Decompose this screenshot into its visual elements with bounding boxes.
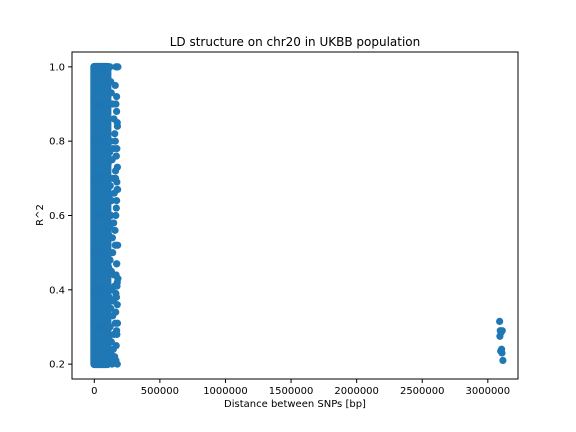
y-tick-label: 0.8 — [49, 137, 65, 148]
scatter-point — [103, 100, 110, 107]
scatter-point — [113, 260, 120, 267]
scatter-point — [112, 175, 119, 182]
scatter-point — [113, 93, 120, 100]
scatter-point — [113, 283, 120, 290]
y-axis-label: R^2 — [35, 204, 46, 226]
scatter-point — [112, 138, 119, 145]
scatter-point — [113, 145, 120, 152]
x-tick-label: 1500000 — [269, 386, 314, 397]
scatter-point — [106, 256, 113, 263]
x-tick-label: 2500000 — [400, 386, 445, 397]
scatter-point — [499, 357, 506, 364]
y-tick-label: 0.6 — [49, 211, 65, 222]
scatter-point — [114, 320, 121, 327]
scatter-point — [113, 152, 120, 159]
y-axis-ticks: 0.2 0.4 0.6 0.8 1.0 — [49, 62, 72, 370]
y-tick-label: 0.2 — [49, 360, 65, 371]
plot-area: 0 500000 1000000 1500000 2000000 2500000 30000… — [49, 52, 518, 397]
x-axis-label: Distance between SNPs [bp] — [224, 399, 366, 410]
scatter-point — [113, 108, 120, 115]
x-tick-label: 0 — [91, 386, 97, 397]
scatter-point — [110, 219, 117, 226]
plot-frame — [72, 52, 518, 379]
scatter-point — [111, 130, 118, 137]
scatter-point — [112, 212, 119, 219]
scatter-point — [113, 204, 120, 211]
scatter-point — [112, 100, 119, 107]
x-tick-label: 3000000 — [466, 386, 511, 397]
scatter-point — [496, 333, 503, 340]
scatter-point — [114, 242, 121, 249]
scatter-point — [109, 249, 116, 256]
y-tick-label: 1.0 — [49, 62, 65, 73]
x-tick-label: 1000000 — [203, 386, 248, 397]
scatter-point — [112, 309, 119, 316]
scatter-point — [114, 164, 121, 171]
scatter-point — [112, 271, 119, 278]
x-tick-label: 500000 — [141, 386, 179, 397]
scatter-point — [114, 186, 121, 193]
scatter-point — [114, 119, 121, 126]
scatter-point — [114, 361, 121, 368]
scatter-point — [103, 175, 110, 182]
x-axis-ticks: 0 500000 1000000 1500000 2000000 2500000 30000… — [91, 379, 510, 397]
scatter-point — [498, 349, 505, 356]
x-tick-label: 2000000 — [334, 386, 379, 397]
scatter-point — [103, 249, 110, 256]
scatter-point — [113, 294, 120, 301]
scatter-point — [113, 331, 120, 338]
chart-title: LD structure on chr20 in UKBB population — [170, 35, 421, 49]
scatter-point — [112, 82, 119, 89]
scatter-point — [107, 182, 114, 189]
scatter-point — [496, 318, 503, 325]
scatter-point — [114, 301, 121, 308]
scatter-point — [113, 197, 120, 204]
scatter-point — [111, 227, 118, 234]
scatter-point — [113, 342, 120, 349]
y-tick-label: 0.4 — [49, 285, 65, 296]
scatter-point — [109, 234, 116, 241]
scatter-point — [114, 63, 121, 70]
